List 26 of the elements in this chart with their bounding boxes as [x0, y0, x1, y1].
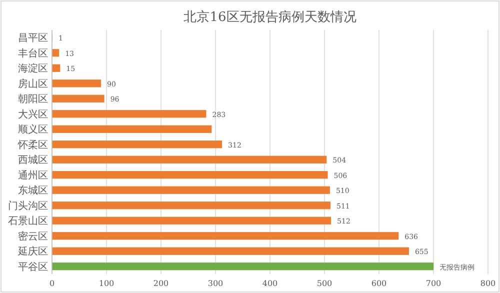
- x-tick-label: 700: [426, 279, 442, 288]
- y-tick-label: 顺义区: [18, 124, 48, 136]
- x-tick-label: 400: [262, 279, 278, 288]
- x-tick-label: 100: [98, 279, 114, 288]
- y-tick-label: 通州区: [18, 169, 48, 182]
- y-tick-label: 海淀区: [18, 62, 48, 75]
- y-tick-label: 延庆区: [17, 246, 48, 258]
- y-tick-label: 石景山区: [8, 215, 48, 228]
- y-tick-label: 西城区: [18, 154, 48, 166]
- y-tick-label: 房山区: [18, 78, 48, 90]
- y-tick-label: 昌平区: [18, 33, 48, 44]
- y-tick-label: 朝阳区: [18, 93, 48, 106]
- y-tick-label: 怀柔区: [17, 138, 48, 151]
- y-tick-label: 平谷区: [18, 260, 48, 273]
- y-tick-label: 密云区: [18, 230, 48, 242]
- x-tick-label: 500: [316, 279, 332, 288]
- x-tick-label: 300: [208, 279, 224, 288]
- y-tick-label: 大兴区: [18, 108, 48, 120]
- y-tick-label: 东城区: [18, 184, 48, 197]
- x-tick-label: 200: [153, 279, 169, 288]
- y-tick-label: 门头沟区: [8, 200, 48, 212]
- x-tick-label: 800: [480, 279, 496, 288]
- y-tick-label: 丰台区: [18, 47, 48, 60]
- x-tick-label: 600: [371, 279, 387, 288]
- x-tick-label: 0: [49, 279, 55, 288]
- title: 北京16区无报告病例天数情况: [184, 10, 356, 25]
